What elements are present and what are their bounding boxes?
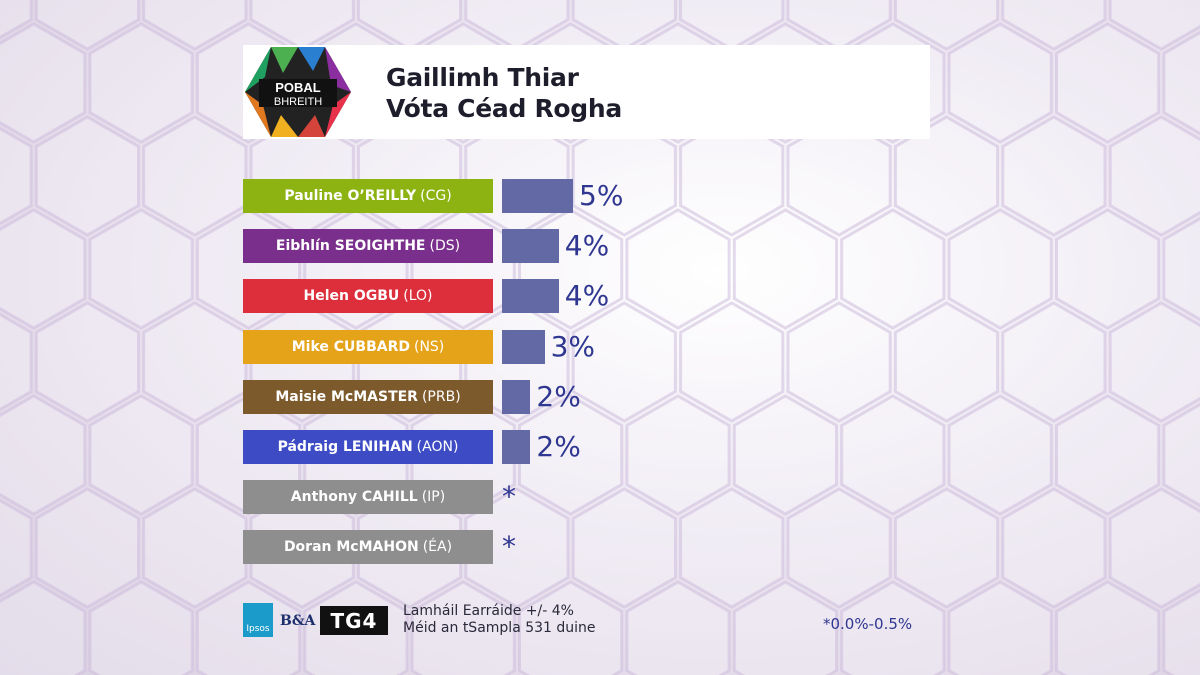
candidate-label: Doran McMAHON (ÉA) [243,530,493,564]
footnote: *0.0%-0.5% [823,615,913,633]
margin-of-error: Lamháil Earráide +/- 4% [403,603,574,619]
bar [502,430,531,464]
footer: Ipsos B&A TG4 Lamháil Earráide +/- 4% Mé… [243,603,943,637]
bar [502,279,559,313]
candidate-name: Pauline O’REILLY [284,188,417,204]
candidate-name: Eibhlín SEOIGHTHE [275,238,426,254]
candidate-name: Doran McMAHON [283,539,419,555]
candidate-name: Mike CUBBARD [291,339,410,355]
candidate-label: Pádraig LENIHAN (AON) [243,430,493,464]
candidate-label: Maisie McMASTER (PRB) [243,380,493,414]
title-block: Gaillimh Thiar Vóta Céad Rogha [386,62,622,124]
candidate-name: Maisie McMASTER [275,389,418,405]
candidate-name: Anthony CAHILL [290,489,418,505]
value-label: 2% [536,380,581,413]
candidate-party: (DS) [429,238,461,254]
value-label: * [502,530,516,563]
candidate-name: Pádraig LENIHAN [277,439,413,455]
header-panel: POBAL BHREITH Gaillimh Thiar Vóta Céad R… [243,45,930,139]
bar [502,179,573,213]
pobal-bhreith-logo: POBAL BHREITH [245,47,351,137]
tg4-logo: TG4 [320,606,388,635]
candidate-party: (ÉA) [422,539,453,555]
candidate-party: (LO) [403,288,433,304]
candidate-party: (CG) [420,188,452,204]
ba-logo: B&A [280,613,316,629]
page-subtitle: Vóta Céad Rogha [386,94,622,123]
candidate-name: Helen OGBU [303,288,400,304]
page-title: Gaillimh Thiar [386,63,579,92]
logo-text-top: POBAL [275,80,321,95]
bar [502,330,545,364]
candidate-party: (PRB) [421,389,461,405]
candidate-label: Eibhlín SEOIGHTHE (DS) [243,229,493,263]
value-label: 4% [564,279,610,312]
candidate-party: (AON) [416,439,459,455]
ipsos-logo: Ipsos [243,603,273,637]
candidate-label: Pauline O’REILLY (CG) [243,179,493,213]
candidate-party: (NS) [413,339,445,355]
value-label: 2% [536,430,581,463]
candidate-label: Mike CUBBARD (NS) [243,330,493,364]
bar [502,229,559,263]
candidate-label: Anthony CAHILL (IP) [243,480,493,514]
logo-text-bottom: BHREITH [274,96,322,108]
sample-size: Méid an tSampla 531 duine [403,620,596,636]
value-label: 3% [550,330,596,363]
bar [502,380,531,414]
value-label: 4% [564,229,610,262]
value-label: 5% [579,179,624,212]
footer-text: Lamháil Earráide +/- 4% Méid an tSampla … [403,603,596,637]
candidate-party: (IP) [421,489,446,505]
value-label: * [502,480,516,513]
candidate-label: Helen OGBU (LO) [243,279,493,313]
